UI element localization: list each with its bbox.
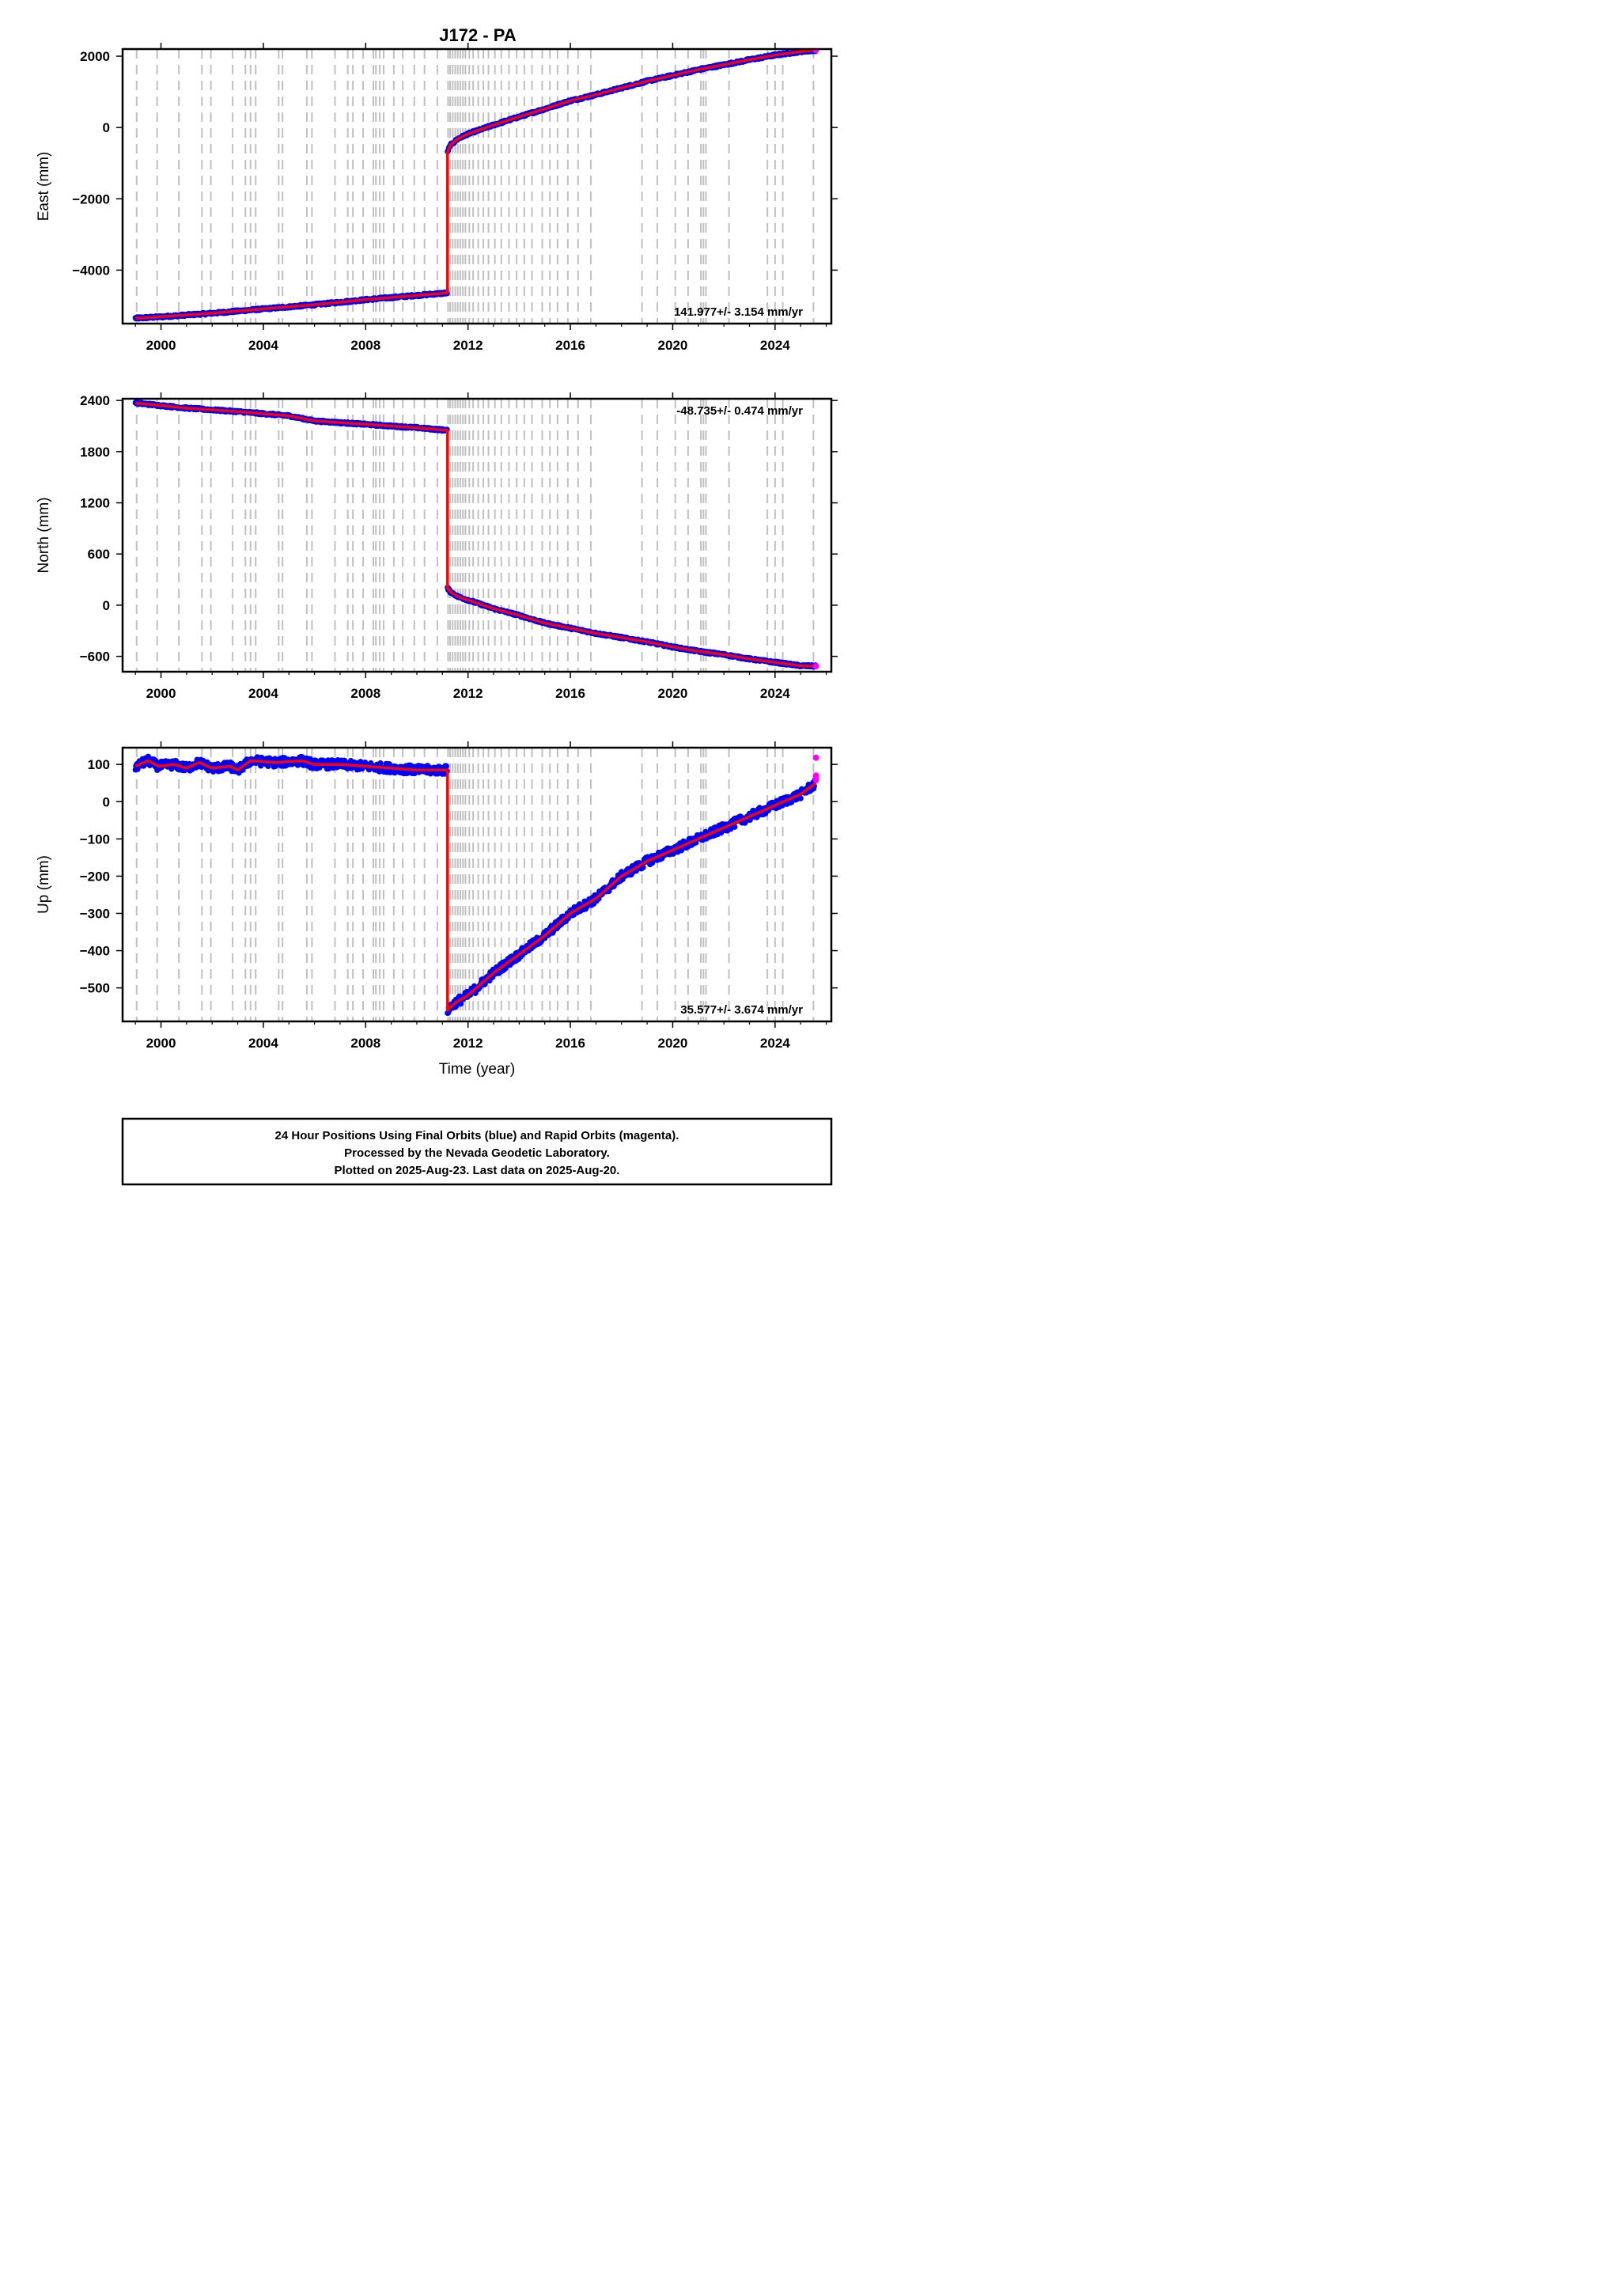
x-tick-label: 2016 (555, 1036, 585, 1051)
y-tick-label: −2000 (72, 191, 110, 206)
rapid-data-point (812, 49, 819, 54)
data-point (732, 824, 738, 830)
x-tick-label: 2012 (453, 338, 483, 353)
plot-frame (121, 47, 833, 325)
footer-box: 24 Hour Positions Using Final Orbits (bl… (121, 1117, 833, 1186)
y-tick-label: −500 (80, 981, 110, 996)
velocity-label: 141.977+/- 3.154 mm/yr (674, 305, 803, 319)
rapid-data-point (812, 662, 819, 669)
y-tick-label: 1200 (80, 496, 110, 511)
x-tick-label: 2016 (555, 686, 585, 701)
x-tick-label: 2012 (453, 1036, 483, 1051)
data-point (134, 766, 141, 772)
footer-line-3: Plotted on 2025-Aug-23. Last data on 202… (335, 1164, 620, 1177)
y-axis-label: East (mm) (36, 152, 52, 222)
x-tick-label: 2008 (350, 338, 380, 353)
y-tick-label: −100 (80, 832, 110, 847)
y-tick-label: 600 (88, 547, 110, 562)
y-axis-label: Up (mm) (36, 855, 52, 914)
up-panel: 2000 2004 2008 2012 2016 2020 2024 100 0 −100 −200… (36, 741, 838, 1078)
north-panel: 2000 2004 2008 2012 2016 2020 2024 2400 1800 1200… (36, 392, 838, 701)
x-tick-label: 2024 (760, 686, 790, 701)
plot-title: J172 - PA (439, 25, 517, 45)
data-point (265, 763, 271, 770)
x-tick-label: 2000 (146, 1036, 176, 1051)
x-tick-label: 2024 (760, 1036, 790, 1051)
x-tick-label: 2020 (658, 686, 688, 701)
x-tick-label: 2004 (248, 1036, 278, 1051)
velocity-label: 35.577+/- 3.674 mm/yr (680, 1003, 803, 1017)
data-point (797, 795, 804, 801)
plot-frame (121, 746, 833, 1023)
footer-frame (121, 1117, 833, 1186)
y-tick-label: 100 (88, 757, 110, 772)
x-tick-label: 2012 (453, 686, 483, 701)
rapid-data-point (812, 776, 819, 783)
model-line (135, 401, 816, 668)
y-tick-label: 2000 (80, 49, 110, 64)
x-axis-label: Time (year) (439, 1061, 515, 1078)
y-tick-label: −400 (80, 944, 110, 959)
footer-line-2: Processed by the Nevada Geodetic Laborat… (344, 1146, 610, 1160)
x-tick-label: 2008 (350, 686, 380, 701)
x-tick-label: 2024 (760, 338, 790, 353)
rapid-data-point (812, 754, 819, 761)
velocity-label: -48.735+/- 0.474 mm/yr (676, 404, 803, 418)
y-axis-label: North (mm) (36, 497, 52, 573)
figure: J172 - PA 2000 2004 2008 2012 2016 2020 202420… (36, 25, 838, 1186)
model-line (134, 759, 817, 1012)
y-tick-label: −4000 (72, 263, 110, 278)
x-tick-label: 2004 (248, 686, 278, 701)
model-line (135, 49, 816, 320)
y-tick-label: 0 (103, 794, 110, 809)
data-point (443, 763, 450, 770)
data-point (640, 864, 646, 870)
data-point (377, 760, 384, 767)
x-tick-label: 2000 (146, 338, 176, 353)
x-tick-label: 2020 (658, 1036, 688, 1051)
x-tick-label: 2020 (658, 338, 688, 353)
y-tick-label: −200 (80, 869, 110, 884)
y-tick-label: 2400 (80, 393, 110, 408)
east-panel: 2000 2004 2008 2012 2016 2020 2024 2000 0 −2000 −4… (36, 43, 838, 353)
x-tick-label: 2008 (350, 1036, 380, 1051)
y-tick-label: −300 (80, 906, 110, 921)
x-tick-label: 2000 (146, 686, 176, 701)
x-tick-label: 2004 (248, 338, 278, 353)
y-tick-label: 0 (103, 120, 110, 135)
y-tick-label: 1800 (80, 445, 110, 460)
y-tick-label: 0 (103, 598, 110, 613)
y-tick-label: −600 (80, 650, 110, 665)
footer-line-1: 24 Hour Positions Using Final Orbits (bl… (275, 1129, 679, 1142)
plot-frame (121, 397, 833, 673)
x-tick-label: 2016 (555, 338, 585, 353)
